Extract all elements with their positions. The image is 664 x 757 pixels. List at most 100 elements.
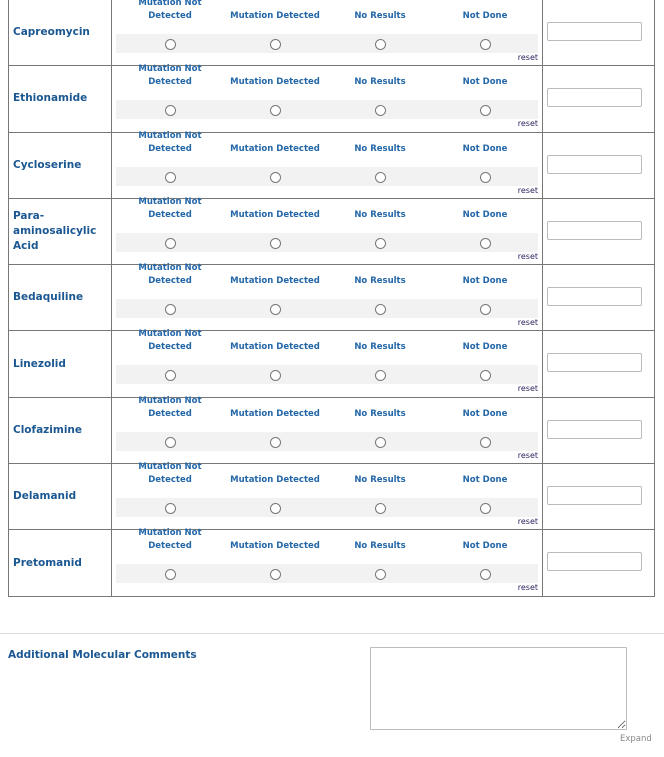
option-label: No Results <box>354 276 406 287</box>
reset-link[interactable]: reset <box>517 119 538 129</box>
notes-input[interactable] <box>547 88 642 108</box>
option-label: Mutation Not Detected <box>138 528 202 552</box>
result-radio[interactable] <box>375 237 386 249</box>
result-radio[interactable] <box>270 105 281 117</box>
result-radio[interactable] <box>480 39 491 50</box>
result-radio[interactable] <box>375 171 386 183</box>
reset-link[interactable]: reset <box>517 384 538 394</box>
result-radio[interactable] <box>375 304 386 316</box>
notes-input[interactable] <box>547 287 642 307</box>
option-label: Mutation Not Detected <box>138 64 202 88</box>
result-radio[interactable] <box>375 569 386 581</box>
result-radio[interactable] <box>480 569 491 581</box>
reset-link[interactable]: reset <box>517 517 538 527</box>
drug-name-cell: Ethionamide <box>8 65 112 133</box>
notes-input[interactable] <box>547 419 642 439</box>
result-radio[interactable] <box>165 503 176 515</box>
result-radio[interactable] <box>480 171 491 183</box>
drug-row: Delamanid Mutation Not Detected Mutation D… <box>8 462 655 531</box>
option-label: Mutation Not Detected <box>138 329 202 353</box>
option-1: Mutation Detected <box>225 265 325 325</box>
result-radio[interactable] <box>480 105 491 117</box>
result-radio[interactable] <box>480 503 491 515</box>
result-radio[interactable] <box>270 503 281 515</box>
drug-name-cell: Cycloserine <box>8 131 112 199</box>
option-0: Mutation Not Detected <box>120 462 220 524</box>
result-radio[interactable] <box>165 105 176 117</box>
result-radio[interactable] <box>165 436 176 448</box>
result-radio[interactable] <box>270 436 281 448</box>
option-1: Mutation Detected <box>225 331 325 391</box>
radio-band <box>116 232 538 252</box>
drug-row: Cycloserine Mutation Not Detected Mutation… <box>8 130 655 199</box>
option-1: Mutation Detected <box>225 398 325 458</box>
result-radio[interactable] <box>270 171 281 183</box>
result-radio[interactable] <box>375 436 386 448</box>
drug-name: Capreomycin <box>13 26 90 39</box>
drug-name-cell: Capreomycin <box>8 0 112 67</box>
drug-name: Bedaquiline <box>13 291 84 304</box>
option-label: Not Done <box>462 276 508 287</box>
reset-link[interactable]: reset <box>517 185 538 195</box>
result-radio[interactable] <box>270 304 281 316</box>
result-radio[interactable] <box>270 370 281 382</box>
option-label: Mutation Not Detected <box>138 0 202 21</box>
option-3: Not Done <box>435 66 535 126</box>
radio-band <box>116 564 538 584</box>
option-3: Not Done <box>435 199 535 259</box>
reset-link[interactable]: reset <box>517 583 538 593</box>
reset-link[interactable]: reset <box>517 251 538 261</box>
option-label: No Results <box>354 408 406 419</box>
reset-link[interactable]: reset <box>517 318 538 328</box>
result-radio[interactable] <box>480 237 491 249</box>
option-label: Mutation Not Detected <box>138 130 202 154</box>
option-label: Mutation Not Detected <box>138 462 202 486</box>
result-radio[interactable] <box>165 569 176 581</box>
additional-comments-textarea[interactable] <box>370 647 627 730</box>
result-radio[interactable] <box>165 171 176 183</box>
drug-name-cell: Pretomanid <box>8 529 112 597</box>
result-radio[interactable] <box>375 503 386 515</box>
result-radio[interactable] <box>480 304 491 316</box>
reset-link[interactable]: reset <box>517 53 538 62</box>
option-0: Mutation Not Detected <box>120 196 220 259</box>
option-label: No Results <box>354 77 406 88</box>
notes-cell <box>542 197 655 266</box>
result-radio[interactable] <box>165 39 176 50</box>
result-radio[interactable] <box>165 237 176 249</box>
option-3: Not Done <box>435 133 535 193</box>
drug-row: Capreomycin Mutation Not Detected Mutation… <box>8 0 655 67</box>
notes-input[interactable] <box>547 353 642 373</box>
result-radio[interactable] <box>375 39 386 50</box>
reset-link[interactable]: reset <box>517 450 538 460</box>
result-radio[interactable] <box>270 569 281 581</box>
option-0: Mutation Not Detected <box>120 64 220 126</box>
result-radio[interactable] <box>270 237 281 249</box>
notes-input[interactable] <box>547 220 642 240</box>
radio-band <box>116 299 538 319</box>
option-2: No Results <box>330 265 430 325</box>
result-radio[interactable] <box>270 39 281 50</box>
notes-cell <box>542 131 655 199</box>
notes-cell <box>542 0 655 67</box>
result-radio[interactable] <box>480 370 491 382</box>
result-radio[interactable] <box>375 105 386 117</box>
result-radio[interactable] <box>165 370 176 382</box>
option-label: Not Done <box>462 209 508 220</box>
option-3: Not Done <box>435 398 535 458</box>
option-label: Mutation Detected <box>230 11 320 21</box>
notes-input[interactable] <box>547 22 642 41</box>
option-3: Not Done <box>435 0 535 60</box>
result-options-cell: Mutation Not Detected Mutation Detected No… <box>111 263 543 332</box>
option-label: Mutation Not Detected <box>138 196 202 220</box>
notes-cell <box>542 463 655 531</box>
expand-link[interactable]: Expand <box>620 734 652 744</box>
option-label: Mutation Detected <box>230 77 320 88</box>
drug-row: Ethionamide Mutation Not Detected Mutation… <box>8 64 655 133</box>
notes-input[interactable] <box>547 154 642 174</box>
result-radio[interactable] <box>480 436 491 448</box>
notes-input[interactable] <box>547 486 642 506</box>
result-radio[interactable] <box>165 304 176 316</box>
result-radio[interactable] <box>375 370 386 382</box>
notes-input[interactable] <box>547 552 642 572</box>
